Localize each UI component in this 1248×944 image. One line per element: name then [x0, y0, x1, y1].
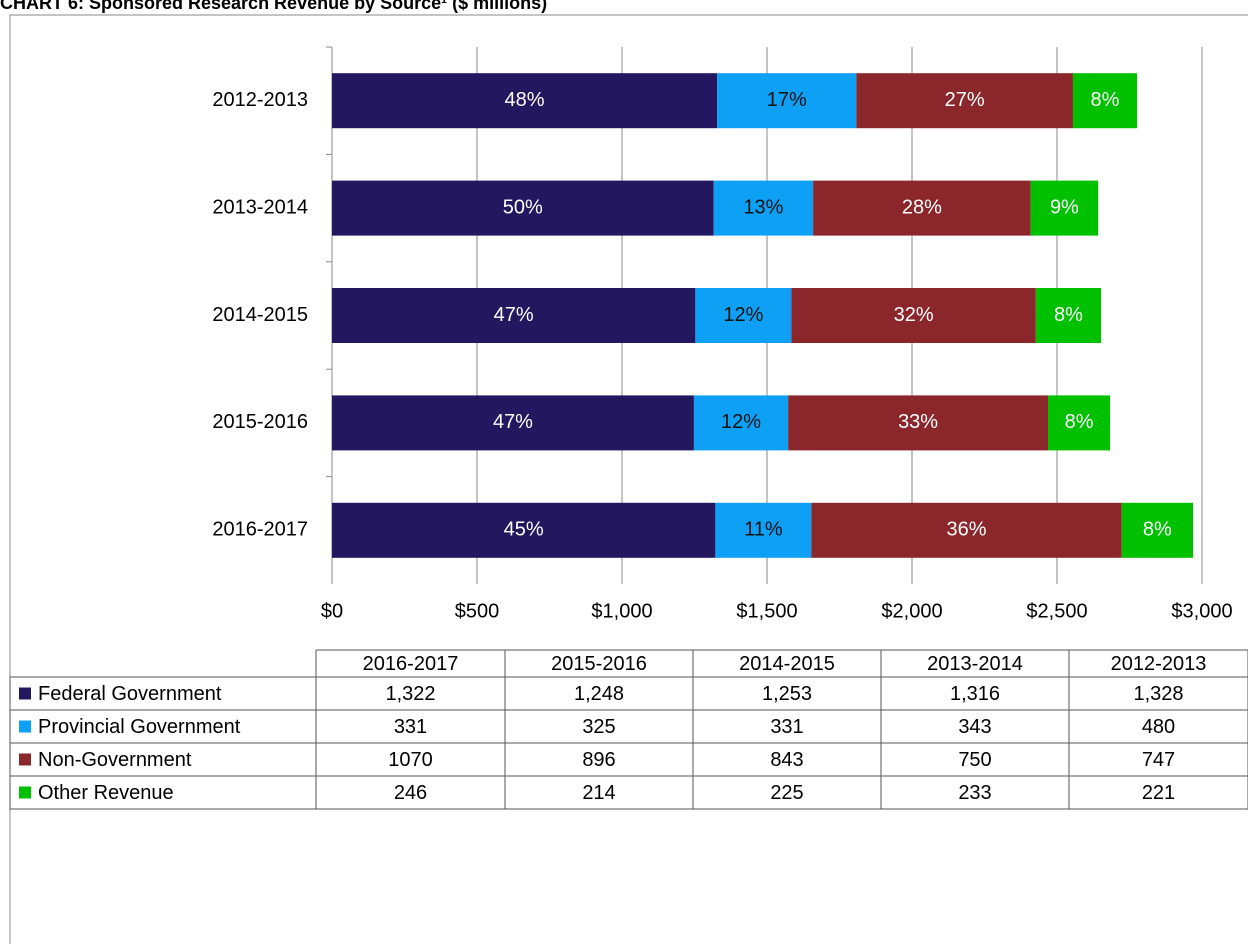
- share-label: 13%: [743, 196, 783, 218]
- legend-label: Provincial Government: [38, 716, 241, 738]
- share-label: 9%: [1050, 196, 1079, 218]
- y-tick-label: 2015-2016: [212, 411, 308, 433]
- share-label: 11%: [744, 519, 783, 541]
- table-cell: 1,328: [1133, 683, 1183, 705]
- y-tick-label: 2012-2013: [212, 89, 308, 111]
- chart-border: [9, 14, 1248, 944]
- bar-segment: [1072, 73, 1138, 129]
- bar-segment: [332, 288, 696, 343]
- legend-swatch: [19, 786, 31, 799]
- share-label: 8%: [1091, 89, 1120, 111]
- legend-label: Non-Government: [38, 749, 192, 771]
- share-label: 50%: [503, 196, 543, 218]
- table-cell: 1,316: [950, 683, 1000, 705]
- bar-segment: [332, 502, 716, 558]
- bar-segment: [856, 73, 1073, 129]
- share-label: 47%: [493, 411, 533, 433]
- x-tick-label: $2,500: [1026, 600, 1087, 622]
- bar-segment: [695, 288, 792, 343]
- table-cell: 343: [958, 716, 991, 738]
- y-tick-label: 2013-2014: [212, 196, 308, 218]
- legend-swatch: [19, 720, 31, 733]
- bar-segment: [1121, 502, 1194, 558]
- bar-segment: [791, 288, 1036, 343]
- share-label: 12%: [721, 411, 761, 433]
- bar-segment: [693, 395, 789, 451]
- share-label: 36%: [947, 519, 987, 541]
- share-label: 45%: [504, 519, 544, 541]
- bar-segment: [1048, 395, 1111, 451]
- bar-segment: [1030, 180, 1099, 236]
- share-label: 33%: [898, 411, 938, 433]
- table-cell: 1070: [388, 749, 433, 771]
- share-label: 8%: [1143, 519, 1172, 541]
- x-tick-label: $1,000: [591, 600, 652, 622]
- bar-segment: [788, 395, 1049, 451]
- y-tick-label: 2016-2017: [212, 519, 308, 541]
- share-label: 8%: [1054, 304, 1083, 326]
- bar-segment: [813, 180, 1031, 236]
- x-tick-label: $1,500: [736, 600, 797, 622]
- table-header: 2013-2014: [927, 653, 1023, 675]
- table-cell: 1,322: [385, 683, 435, 705]
- share-label: 27%: [945, 89, 985, 111]
- legend-label: Federal Government: [38, 683, 222, 705]
- table-cell: 325: [582, 716, 615, 738]
- table-cell: 1,253: [762, 683, 812, 705]
- bar-segment: [1035, 288, 1102, 343]
- chart-title: CHART 6: Sponsored Research Revenue by S…: [0, 0, 547, 13]
- x-tick-label: $500: [455, 600, 500, 622]
- table-cell: 221: [1142, 782, 1175, 804]
- table-cell: 750: [958, 749, 991, 771]
- share-label: 32%: [894, 304, 934, 326]
- table-cell: 331: [770, 716, 803, 738]
- share-label: 8%: [1065, 411, 1094, 433]
- share-label: 48%: [505, 89, 545, 111]
- share-label: 12%: [723, 304, 763, 326]
- table-cell: 896: [582, 749, 615, 771]
- table-header: 2016-2017: [363, 653, 459, 675]
- table-cell: 246: [394, 782, 427, 804]
- table-cell: 843: [770, 749, 803, 771]
- table-header: 2015-2016: [551, 653, 647, 675]
- legend-swatch: [19, 753, 31, 766]
- bar-segment: [713, 180, 814, 236]
- table-header: 2014-2015: [739, 653, 835, 675]
- table-cell: 225: [770, 782, 803, 804]
- table-cell: 233: [958, 782, 991, 804]
- share-label: 17%: [767, 89, 807, 111]
- legend-swatch: [19, 687, 31, 700]
- y-tick-label: 2014-2015: [212, 304, 308, 326]
- table-cell: 214: [582, 782, 615, 804]
- bar-segment: [332, 395, 694, 451]
- table-cell: 747: [1142, 749, 1175, 771]
- x-tick-label: $2,000: [881, 600, 942, 622]
- bar-segment: [715, 502, 812, 558]
- table-cell: 480: [1142, 716, 1175, 738]
- table-header: 2012-2013: [1111, 653, 1207, 675]
- x-tick-label: $3,000: [1171, 600, 1232, 622]
- bar-segment: [811, 502, 1122, 558]
- bar-segment: [332, 73, 718, 129]
- legend-label: Other Revenue: [38, 782, 174, 804]
- share-label: 28%: [902, 196, 942, 218]
- bar-segment: [332, 180, 714, 236]
- x-tick-label: $0: [321, 600, 343, 622]
- table-cell: 331: [394, 716, 427, 738]
- table-cell: 1,248: [574, 683, 624, 705]
- bar-segment: [717, 73, 857, 129]
- share-label: 47%: [494, 304, 534, 326]
